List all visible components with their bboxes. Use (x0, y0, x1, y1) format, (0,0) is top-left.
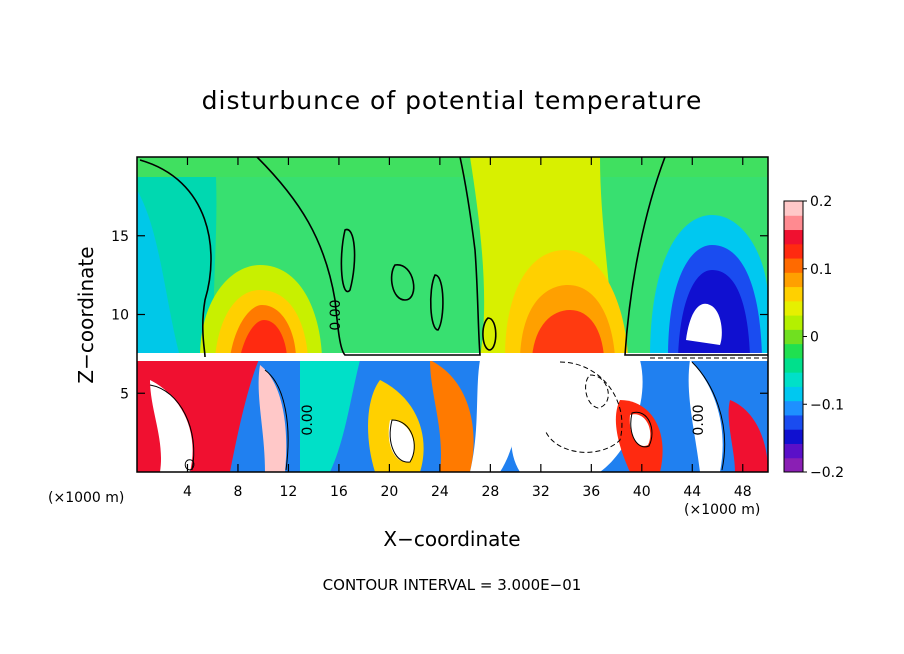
colorbar-swatch (784, 400, 803, 416)
lower-white-patch-3 (388, 420, 414, 463)
colorbar-swatch (784, 201, 803, 216)
warm-plume-2-inner (532, 310, 604, 357)
x-tick-label: 28 (481, 484, 499, 500)
y-axis-ticks: 5 10 15 (111, 229, 768, 402)
colorbar-swatch (784, 315, 803, 330)
contour-label-1: 0.00 (328, 299, 344, 330)
lower-white-patch-5 (629, 414, 651, 446)
colorbar-tick-label: 0 (810, 330, 819, 346)
y-tick-label: 5 (120, 386, 129, 402)
colorbar-ticks: 0.2 0.1 0 −0.1 −0.2 (803, 194, 844, 481)
x-tick-label: 24 (431, 484, 449, 500)
top-band (137, 157, 768, 177)
negative-contours (544, 357, 768, 453)
x-unit-label-right: (×1000 m) (684, 502, 761, 518)
colorbar-swatch (784, 372, 803, 387)
y-tick-label: 10 (111, 308, 129, 324)
contour-label-3: 0.00 (691, 404, 707, 435)
warm-plume-1-core (240, 320, 287, 357)
cold-region-left-core (137, 190, 180, 357)
colorbar-tick-label: 0.2 (810, 194, 832, 210)
lower-orange-patch (430, 360, 474, 472)
lower-patch-2 (258, 365, 287, 472)
colorbar-swatch (784, 343, 803, 359)
y-tick-label: 15 (111, 229, 129, 245)
lower-white-patch-4 (470, 360, 530, 472)
x-tick-label: 36 (582, 484, 600, 500)
interface-band (137, 353, 768, 361)
x-axis-ticks: 4 8 12 16 20 24 28 32 36 40 44 48 (183, 157, 752, 500)
x-tick-label: 12 (280, 484, 298, 500)
colorbar-tick-label: −0.2 (810, 465, 844, 481)
x-tick-label: 16 (330, 484, 348, 500)
lower-red-patch-right (728, 400, 768, 472)
x-tick-label: 48 (734, 484, 752, 500)
lower-white-patch-6 (688, 360, 723, 472)
colorbar-swatch (784, 386, 803, 402)
colorbar-swatch (784, 457, 803, 473)
colorbar-swatch (784, 258, 803, 273)
x-tick-label: 32 (532, 484, 550, 500)
colorbar (783, 200, 804, 473)
colorbar-swatch (784, 272, 803, 288)
x-unit-label-left: (×1000 m) (48, 490, 125, 506)
lower-white-patch-1 (150, 380, 193, 472)
x-tick-label: 8 (233, 484, 242, 500)
warm-core-right (686, 303, 722, 345)
zero-contours (139, 157, 768, 358)
colorbar-swatch (784, 357, 803, 373)
contour-label-2: 0.00 (300, 404, 316, 435)
lower-cyan-patch (300, 360, 360, 472)
colorbar-swatch (784, 443, 803, 459)
colorbar-swatch (784, 300, 803, 316)
colorbar-swatch (784, 286, 803, 302)
colorbar-tick-label: −0.1 (810, 397, 844, 413)
heatmap-field (137, 157, 768, 472)
colorbar-swatch (784, 229, 803, 245)
colorbar-swatch (784, 243, 803, 259)
chart-title: disturbunce of potential temperature (201, 86, 703, 115)
colorbar-swatch (784, 429, 803, 444)
x-axis-label: X−coordinate (383, 527, 521, 551)
contour-interval-text: CONTOUR INTERVAL = 3.000E−01 (322, 576, 582, 594)
x-tick-label: 44 (683, 484, 701, 500)
x-tick-label: 4 (183, 484, 192, 500)
colorbar-tick-label: 0.1 (810, 262, 832, 278)
colorbar-swatch (784, 414, 803, 430)
colorbar-swatch (784, 215, 803, 231)
x-tick-label: 40 (633, 484, 651, 500)
colorbar-swatch (784, 329, 803, 345)
x-tick-label: 20 (380, 484, 398, 500)
lower-contours (149, 361, 726, 471)
